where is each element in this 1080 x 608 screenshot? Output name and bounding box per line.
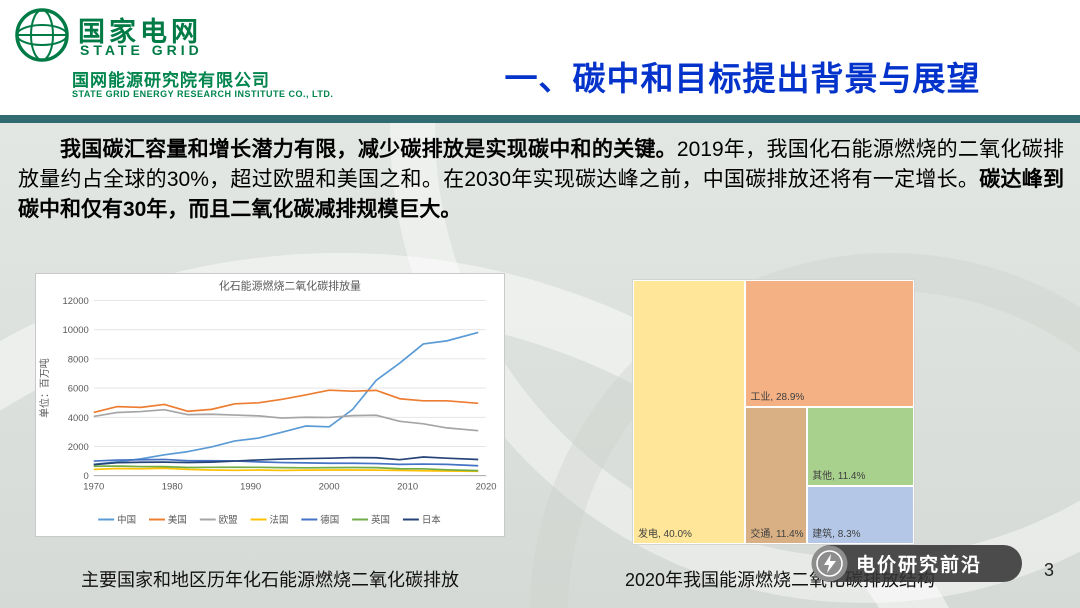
co2-structure-treemap: 发电, 40.0% 工业, 28.9% 交通, 11.4% 其他, 11.4% 建筑, … xyxy=(632,279,915,545)
svg-text:德国: 德国 xyxy=(320,514,339,526)
body-paragraph: 我国碳汇容量和增长潜力有限，减少碳排放是实现碳中和的关键。2019年，我国化石能… xyxy=(18,135,1064,225)
treemap-block-其他: 其他, 11.4% xyxy=(807,407,914,487)
header-divider xyxy=(0,115,1080,123)
paragraph-regular: 2019年，我国化石能源燃烧的二氧化碳排放量约占全球的30%，超过欧盟和美国之和… xyxy=(18,138,1065,191)
svg-text:12000: 12000 xyxy=(63,296,89,307)
svg-text:2010: 2010 xyxy=(397,482,418,493)
treemap-label: 工业, 28.9% xyxy=(750,392,805,404)
state-grid-logo-icon xyxy=(14,7,70,63)
left-chart-caption: 主要国家和地区历年化石能源燃烧二氧化碳排放 xyxy=(81,570,459,590)
svg-text:1980: 1980 xyxy=(162,482,183,493)
series-欧盟 xyxy=(93,408,479,432)
svg-text:10000: 10000 xyxy=(63,325,89,336)
treemap-block-发电: 发电, 40.0% xyxy=(633,280,746,544)
treemap-label: 发电, 40.0% xyxy=(638,529,692,540)
watermark-logo-icon xyxy=(811,545,848,582)
svg-text:单位：百万吨: 单位：百万吨 xyxy=(38,358,51,418)
series-美国 xyxy=(93,389,479,414)
svg-text:1990: 1990 xyxy=(240,482,261,493)
paragraph-bold-lead: 我国碳汇容量和增长潜力有限，减少碳排放是实现碳中和的关键。 xyxy=(60,138,677,161)
treemap-area: 发电, 40.0% 工业, 28.9% 交通, 11.4% 其他, 11.4% 建筑, … xyxy=(633,280,914,544)
treemap-label: 其他, 11.4% xyxy=(812,471,866,483)
treemap-label: 交通, 11.4% xyxy=(750,528,804,540)
svg-text:6000: 6000 xyxy=(68,384,89,395)
series-德国 xyxy=(93,458,479,467)
watermark-badge: 电价研究前沿 xyxy=(811,545,1022,582)
slide-body: 我国碳汇容量和增长潜力有限，减少碳排放是实现碳中和的关键。2019年，我国化石能… xyxy=(0,123,1080,608)
header: 国家电网 STATE GRID 国网能源研究院有限公司 STATE GRID E… xyxy=(0,0,1080,115)
slide-title: 一、碳中和目标提出背景与展望 xyxy=(504,60,981,97)
series-法国 xyxy=(93,467,479,473)
svg-text:英国: 英国 xyxy=(371,514,390,526)
series-中国 xyxy=(93,331,479,466)
svg-text:2000: 2000 xyxy=(68,442,89,453)
watermark-text: 电价研究前沿 xyxy=(856,555,983,576)
treemap-block-建筑: 建筑, 8.3% xyxy=(807,486,914,544)
svg-text:欧盟: 欧盟 xyxy=(219,514,238,526)
svg-text:2020: 2020 xyxy=(476,482,497,493)
co2-emissions-line-chart: 化石能源燃烧二氧化碳排放量单位：百万吨 0 2000 4000 6000 8000 1000… xyxy=(35,273,505,537)
treemap-block-交通: 交通, 11.4% xyxy=(745,407,808,544)
svg-text:1970: 1970 xyxy=(83,482,104,493)
svg-text:法国: 法国 xyxy=(270,514,289,526)
treemap-block-工业: 工业, 28.9% xyxy=(745,280,914,408)
page-number: 3 xyxy=(1044,560,1055,580)
svg-text:中国: 中国 xyxy=(117,514,136,526)
series-英国 xyxy=(93,465,479,472)
treemap-label: 建筑, 8.3% xyxy=(812,528,861,540)
paragraph-bold-tail: 碳达峰到碳中和仅有30年，而且二氧化碳减排规模巨大。 xyxy=(18,168,1065,221)
brand-name-en: STATE GRID xyxy=(80,42,203,58)
brand-name-cn: 国家电网 xyxy=(78,17,202,47)
svg-text:2000: 2000 xyxy=(319,482,340,493)
org-name-en: STATE GRID ENERGY RESEARCH INSTITUTE CO.… xyxy=(72,89,334,99)
svg-text:化石能源燃烧二氧化碳排放量: 化石能源燃烧二氧化碳排放量 xyxy=(219,278,361,292)
svg-text:0: 0 xyxy=(84,471,89,482)
series-日本 xyxy=(93,456,479,466)
svg-text:美国: 美国 xyxy=(168,514,187,526)
org-name-cn: 国网能源研究院有限公司 xyxy=(72,71,270,90)
svg-text:日本: 日本 xyxy=(422,514,441,526)
svg-text:4000: 4000 xyxy=(68,413,89,424)
svg-text:8000: 8000 xyxy=(68,354,89,365)
